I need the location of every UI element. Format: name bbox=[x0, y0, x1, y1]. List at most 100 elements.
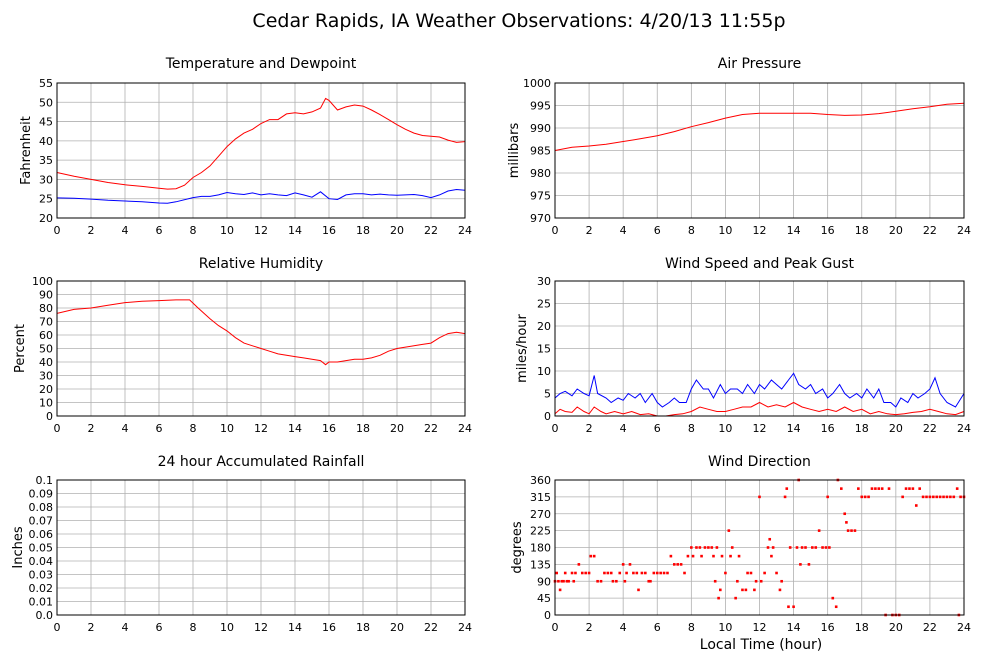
direction-point bbox=[795, 546, 799, 549]
direction-point bbox=[938, 495, 942, 499]
direction-point bbox=[640, 571, 644, 575]
humidity-x-tick-label: 12 bbox=[254, 422, 268, 435]
temp-y-tick-label: 30 bbox=[39, 173, 53, 186]
direction-point bbox=[672, 563, 676, 566]
direction-x-tick-label: 14 bbox=[787, 621, 801, 634]
direction-point bbox=[814, 546, 818, 549]
direction-point bbox=[666, 571, 669, 575]
direction-point bbox=[824, 546, 828, 549]
direction-point bbox=[618, 571, 622, 575]
direction-point bbox=[679, 563, 683, 566]
direction-point bbox=[700, 554, 703, 558]
direction-point bbox=[603, 571, 606, 575]
direction-point bbox=[925, 495, 928, 499]
direction-y-axis-label: degrees bbox=[510, 521, 525, 574]
direction-x-tick-label: 10 bbox=[718, 621, 732, 634]
temp-x-tick-label: 24 bbox=[458, 224, 472, 237]
direction-point bbox=[904, 487, 908, 490]
pressure-x-tick-label: 0 bbox=[552, 224, 559, 237]
temp-x-tick-label: 0 bbox=[54, 224, 61, 237]
direction-point bbox=[565, 579, 569, 583]
direction-point bbox=[736, 579, 739, 583]
pressure-x-tick-label: 16 bbox=[821, 224, 835, 237]
direction-point bbox=[771, 546, 775, 549]
direction-x-tick-label: 6 bbox=[654, 621, 661, 634]
rain-plot-frame bbox=[56, 479, 466, 616]
direction-point bbox=[625, 571, 628, 575]
pressure-x-tick-label: 24 bbox=[957, 224, 971, 237]
direction-point bbox=[914, 504, 918, 507]
direction-point bbox=[880, 487, 884, 490]
humidity-plot-frame bbox=[56, 280, 466, 417]
direction-point bbox=[560, 579, 564, 583]
direction-point bbox=[874, 487, 877, 490]
humidity-y-axis-label: Percent bbox=[13, 324, 28, 373]
direction-point bbox=[720, 554, 724, 558]
wind-x-tick-label: 2 bbox=[586, 422, 593, 435]
humidity-y-tick-label: 50 bbox=[39, 343, 53, 356]
humidity-x-tick-label: 6 bbox=[156, 422, 163, 435]
wind-x-tick-label: 12 bbox=[753, 422, 767, 435]
direction-point bbox=[717, 596, 720, 600]
temp-y-tick-label: 20 bbox=[39, 212, 53, 225]
pressure-y-tick-label: 975 bbox=[530, 190, 551, 203]
direction-x-tick-label: 8 bbox=[688, 621, 695, 634]
rain-y-tick-label: 0.0 bbox=[36, 609, 54, 622]
direction-point bbox=[741, 588, 744, 592]
direction-point bbox=[655, 571, 659, 575]
direction-point bbox=[734, 596, 737, 600]
direction-point bbox=[768, 537, 772, 541]
direction-point bbox=[846, 529, 850, 532]
direction-point bbox=[609, 571, 613, 575]
direction-point bbox=[787, 605, 790, 609]
direction-point bbox=[955, 487, 959, 490]
pressure-x-tick-label: 20 bbox=[889, 224, 903, 237]
direction-y-tick-label: 270 bbox=[530, 508, 551, 521]
direction-point bbox=[785, 487, 789, 490]
direction-x-tick-label: 18 bbox=[855, 621, 869, 634]
direction-point bbox=[811, 546, 814, 549]
direction-point bbox=[942, 495, 945, 499]
humidity-x-tick-label: 18 bbox=[356, 422, 370, 435]
humidity-y-tick-label: 0 bbox=[46, 410, 53, 423]
pressure-y-tick-label: 985 bbox=[530, 145, 551, 158]
direction-point bbox=[845, 521, 848, 524]
humidity-y-tick-label: 60 bbox=[39, 329, 53, 342]
rain-y-tick-label: 0.02 bbox=[29, 582, 54, 595]
direction-point bbox=[737, 554, 741, 558]
direction-point bbox=[567, 579, 570, 583]
direction-point bbox=[580, 571, 584, 575]
direction-point bbox=[707, 546, 710, 549]
rain-y-tick-label: 0.06 bbox=[29, 528, 54, 541]
direction-y-tick-label: 225 bbox=[530, 525, 551, 538]
direction-point bbox=[686, 554, 690, 558]
pressure-x-tick-label: 8 bbox=[688, 224, 695, 237]
wind-y-tick-label: 0 bbox=[544, 410, 551, 423]
rain-x-tick-label: 2 bbox=[88, 621, 95, 634]
direction-point bbox=[850, 529, 853, 532]
temp-y-axis-label: Fahrenheit bbox=[19, 116, 34, 185]
direction-point bbox=[744, 588, 748, 592]
direction-point bbox=[807, 563, 811, 566]
rain-x-tick-label: 4 bbox=[122, 621, 129, 634]
direction-point bbox=[928, 495, 932, 499]
direction-point bbox=[632, 571, 635, 575]
direction-point bbox=[932, 495, 935, 499]
pressure-x-tick-label: 10 bbox=[718, 224, 732, 237]
temp-temperature-line bbox=[56, 97, 466, 190]
rain-y-tick-label: 0.1 bbox=[36, 474, 54, 487]
temp-x-tick-label: 16 bbox=[322, 224, 336, 237]
direction-point bbox=[775, 571, 778, 575]
humidity-y-tick-label: 80 bbox=[39, 302, 53, 315]
direction-point bbox=[662, 571, 666, 575]
humidity-y-tick-label: 30 bbox=[39, 370, 53, 383]
direction-y-tick-label: 135 bbox=[530, 558, 551, 571]
rain-x-tick-label: 22 bbox=[424, 621, 438, 634]
wind-y-tick-label: 5 bbox=[544, 388, 551, 401]
direction-point bbox=[857, 487, 860, 490]
rain-x-tick-label: 0 bbox=[54, 621, 61, 634]
direction-point bbox=[719, 588, 722, 592]
direction-point bbox=[715, 546, 719, 549]
